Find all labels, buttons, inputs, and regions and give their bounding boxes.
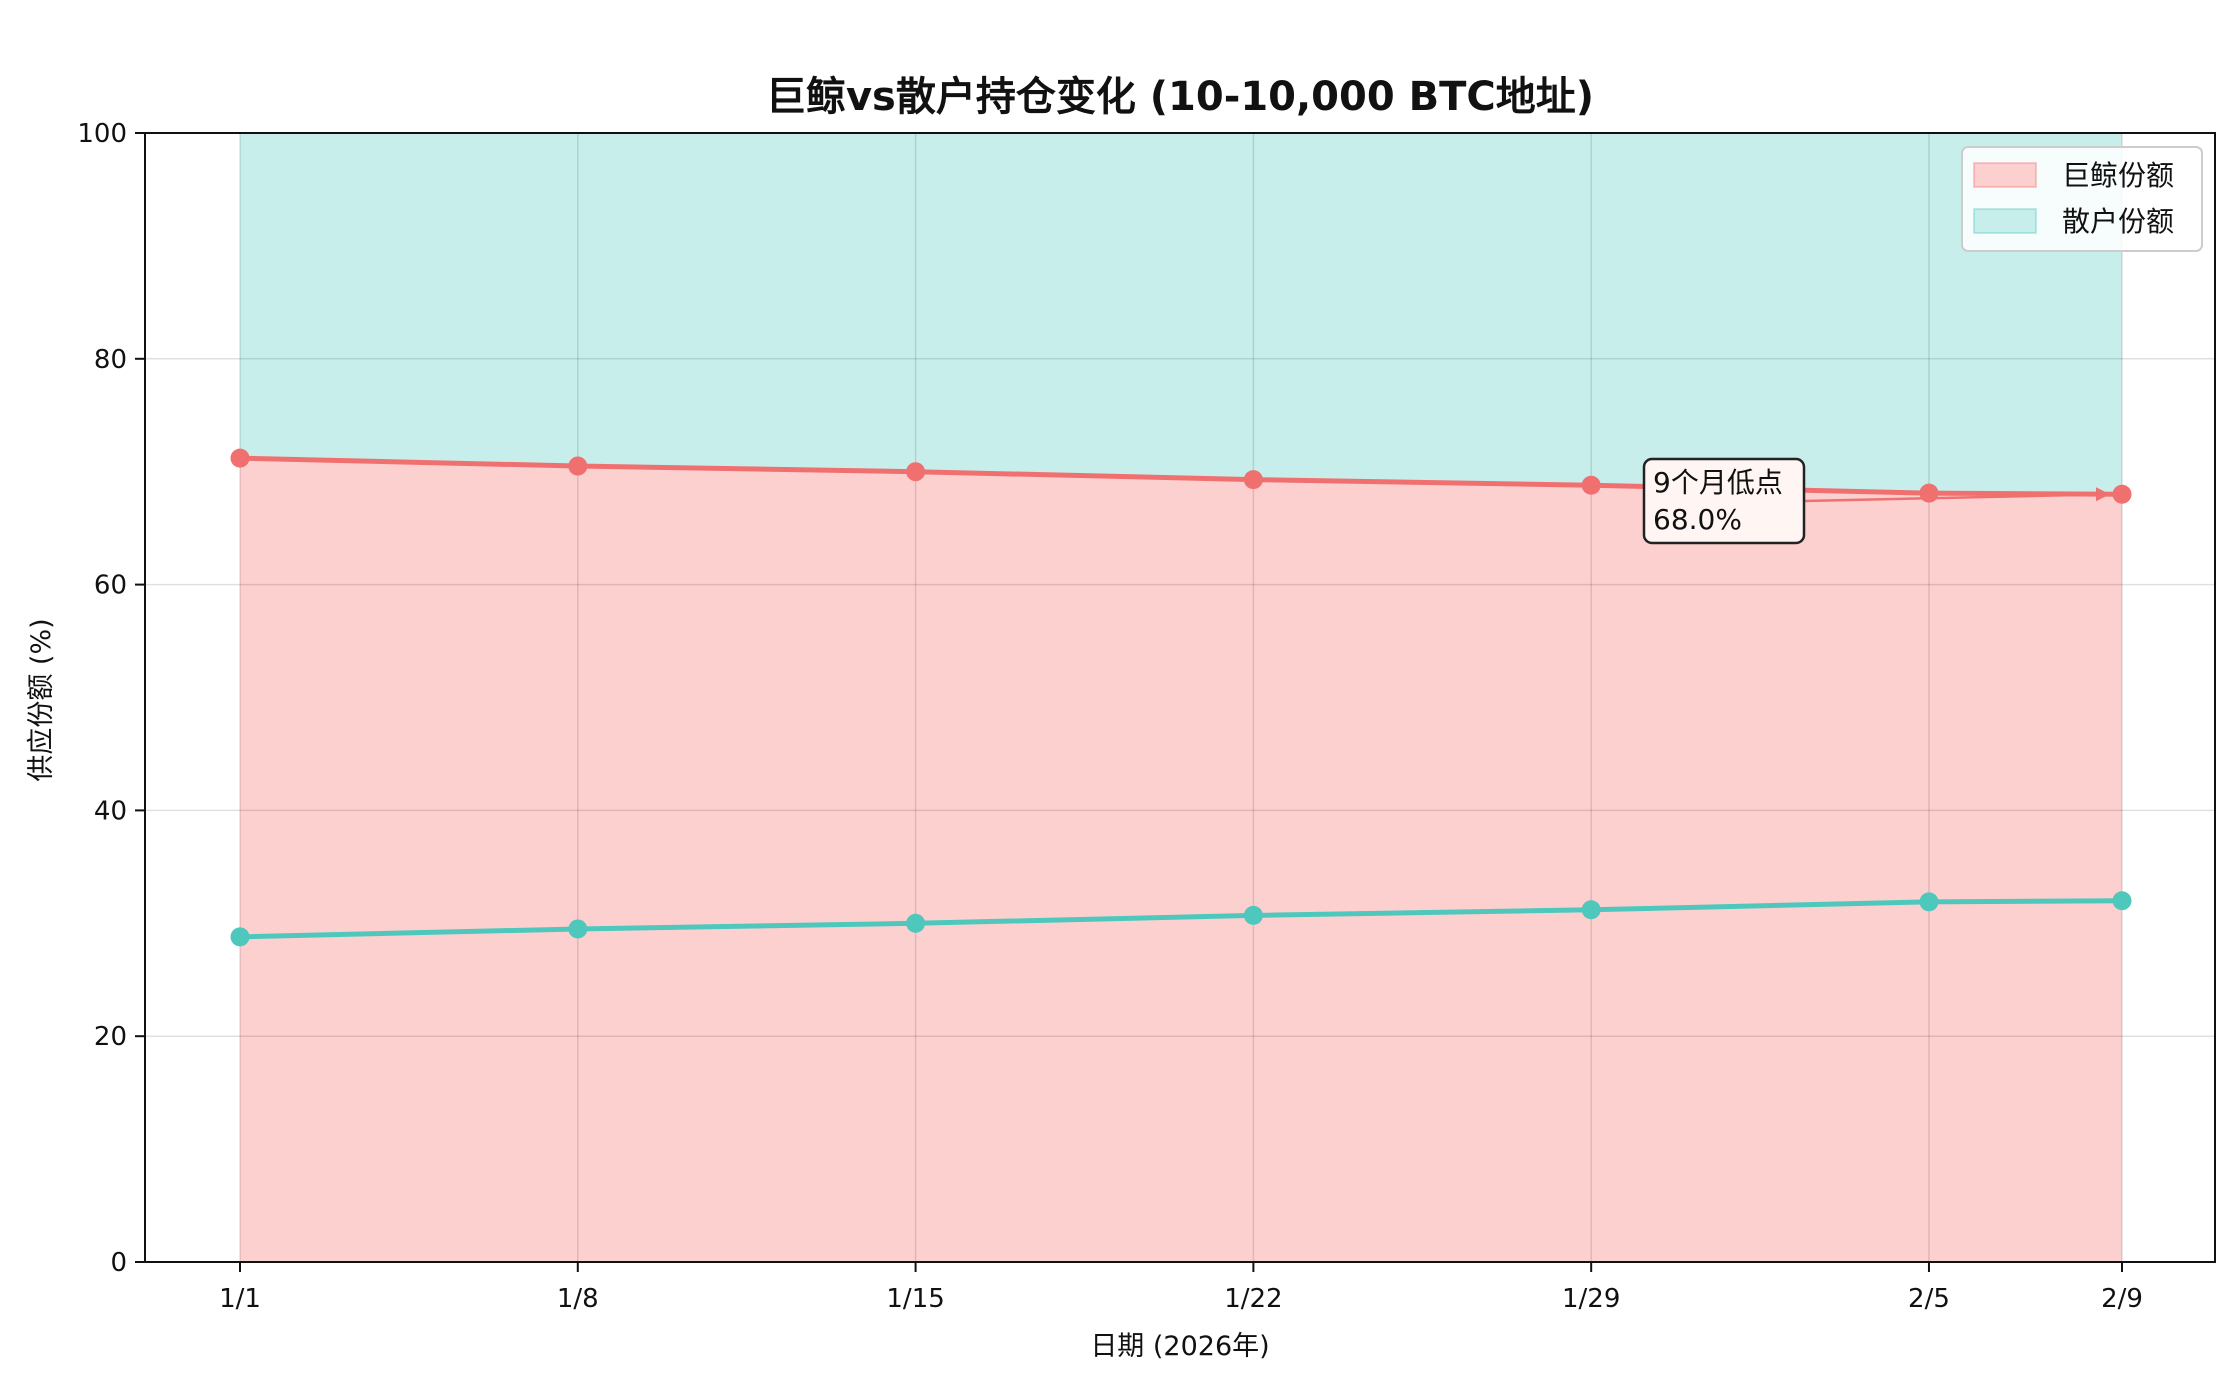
x-tick-label: 1/15 [886, 1284, 944, 1314]
point-retail-share [1919, 892, 1939, 912]
point-whale-share [2112, 484, 2132, 504]
annotation-line2: 68.0% [1653, 503, 1742, 536]
legend-swatch-retail [1973, 208, 2037, 234]
point-whale-share [1919, 483, 1939, 503]
x-axis-label: 日期 (2026年) [1090, 1331, 1269, 1362]
point-retail-share [230, 927, 250, 947]
point-retail-share [2112, 891, 2132, 911]
annotation-box [1642, 457, 1806, 545]
x-tick-label: 1/29 [1562, 1284, 1620, 1314]
point-whale-share [568, 456, 588, 476]
area-whale-share [240, 458, 2122, 1263]
point-whale-share [230, 448, 250, 468]
point-whale-share [1581, 475, 1601, 495]
x-tick-label: 2/9 [2101, 1284, 2143, 1314]
y-tick-label: 80 [94, 345, 127, 375]
y-axis-label: 供应份额 (%) [26, 618, 57, 781]
point-retail-share [1581, 900, 1601, 920]
y-tick-label: 0 [110, 1248, 127, 1278]
x-tick-label: 1/1 [219, 1284, 261, 1314]
annotation-arrow [1803, 493, 2111, 503]
x-tick-label: 1/22 [1224, 1284, 1282, 1314]
point-retail-share [1243, 905, 1263, 925]
legend-label-retail: 散户份额 [2062, 205, 2174, 238]
annotation-arrowhead [2096, 487, 2110, 502]
y-tick-label: 100 [77, 119, 127, 149]
y-tick-label: 20 [94, 1022, 127, 1052]
plot-area: 0 20 40 60 80 100 1/1 1/8 1/15 1/22 1/29 2/5 2/9 9个月低… [77, 119, 2216, 1314]
x-tick-label: 1/8 [557, 1284, 599, 1314]
point-whale-share [906, 462, 926, 482]
legend-label-whale: 巨鲸份额 [2062, 159, 2174, 192]
point-retail-share [906, 913, 926, 933]
chart-title: 巨鲸vs散户持仓变化 (10-10,000 BTC地址) [766, 74, 1594, 120]
y-tick-label: 40 [94, 796, 127, 826]
legend-swatch-whale [1973, 162, 2037, 188]
y-tick-label: 60 [94, 571, 127, 601]
area-retail-share [240, 133, 2122, 495]
annotation-line1: 9个月低点 [1653, 466, 1783, 499]
x-tick-label: 2/5 [1908, 1284, 1950, 1314]
point-retail-share [568, 919, 588, 939]
plot-frame [144, 132, 2216, 1263]
point-whale-share [1243, 470, 1263, 490]
